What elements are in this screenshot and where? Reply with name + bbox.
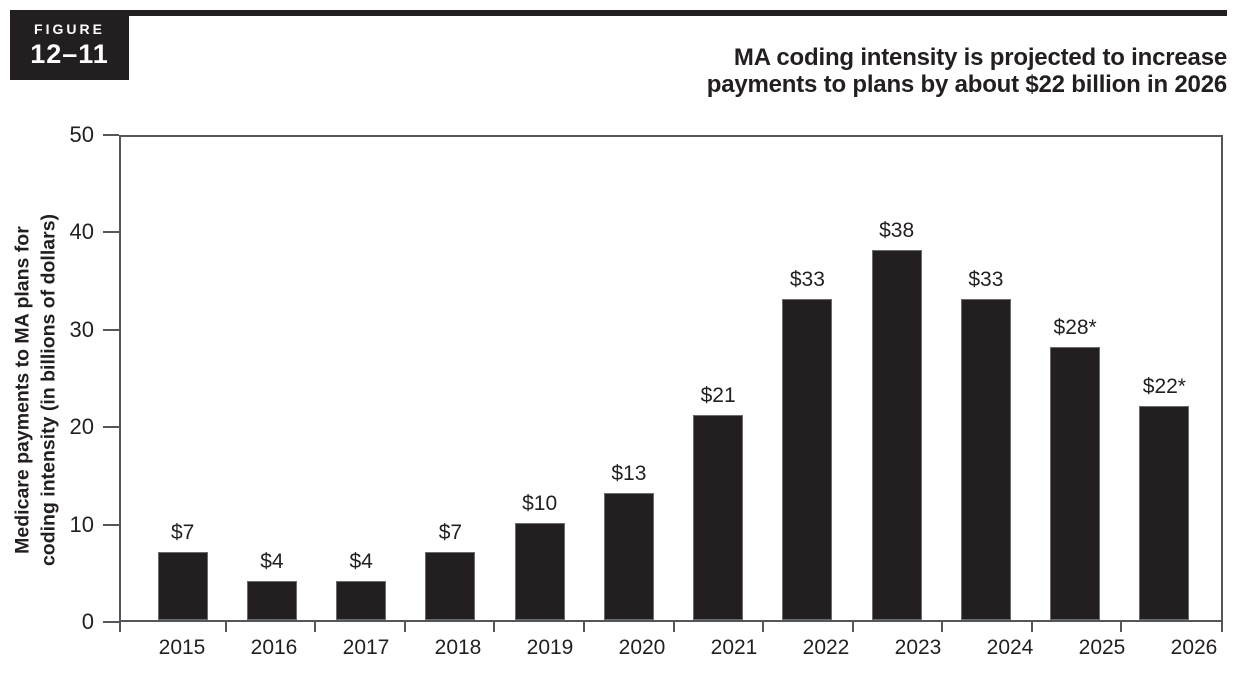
x-tick-mark xyxy=(403,620,406,632)
x-tick-mark xyxy=(1120,620,1123,632)
bar xyxy=(514,522,565,620)
bar xyxy=(425,551,476,620)
x-axis-label-2015: 2015 xyxy=(158,636,206,659)
bar-group-2016: $4 xyxy=(227,137,316,620)
bar-group-2021: $21 xyxy=(674,137,763,620)
y-tick-mark xyxy=(103,621,119,623)
bar xyxy=(336,581,387,620)
x-axis-labels: 2015 2016 2017 2018 2019 2020 2021 2022 2023 2024… xyxy=(119,636,1244,660)
y-tick-mark xyxy=(103,523,119,526)
bar xyxy=(871,249,922,620)
bar-value-label: $13 xyxy=(611,462,647,486)
bar-group-2025: $28* xyxy=(1031,137,1120,620)
x-axis-label-2016: 2016 xyxy=(250,636,298,659)
x-axis-label-2026: 2026 xyxy=(1170,636,1218,659)
x-axis-label-2023: 2023 xyxy=(894,636,942,659)
x-tick-mark xyxy=(672,620,675,632)
chart-title: MA coding intensity is projected to incr… xyxy=(707,44,1227,98)
bar-group-2022: $33 xyxy=(763,137,852,620)
y-tick-mark xyxy=(103,426,119,429)
bar-value-label: $7 xyxy=(438,520,463,544)
bar-value-label: $7 xyxy=(170,520,195,544)
x-tick-mark xyxy=(851,620,854,632)
y-tick-mark xyxy=(103,231,119,234)
x-axis-label-2021: 2021 xyxy=(710,636,758,659)
x-tick-mark xyxy=(119,620,121,632)
bar-group-2026: $22* xyxy=(1120,137,1209,620)
x-axis-label-2022: 2022 xyxy=(802,636,850,659)
bar-group-2017: $4 xyxy=(317,137,406,620)
x-axis-label-2024: 2024 xyxy=(986,636,1034,659)
x-tick-mark xyxy=(582,620,585,632)
y-tick-label: 40 xyxy=(69,219,94,245)
bar xyxy=(782,298,833,620)
chart-title-line-2: payments to plans by about $22 billion i… xyxy=(706,71,1227,98)
bar-group-2018: $7 xyxy=(406,137,495,620)
chart-title-line-1: MA coding intensity is projected to incr… xyxy=(733,44,1227,71)
x-axis-label-2017: 2017 xyxy=(342,636,390,659)
x-tick-mark xyxy=(224,620,227,632)
header-rule xyxy=(129,10,1227,16)
figure-badge-word: FIGURE xyxy=(34,20,105,37)
bar xyxy=(246,581,297,620)
bar-value-label: $4 xyxy=(349,550,373,574)
bar xyxy=(1050,347,1101,620)
bar-value-label: $33 xyxy=(968,267,1004,291)
y-tick-label: 30 xyxy=(69,316,94,342)
x-axis-label-2020: 2020 xyxy=(618,636,666,659)
bar-value-label: $28* xyxy=(1053,316,1097,340)
bar-value-label: $10 xyxy=(522,491,558,515)
x-axis-label-2018: 2018 xyxy=(434,636,482,659)
bar-value-label: $4 xyxy=(260,550,284,574)
y-tick-label: 10 xyxy=(69,511,94,537)
y-tick-label: 50 xyxy=(69,122,94,147)
bar-value-label: $38 xyxy=(879,218,915,242)
bar-value-label: $21 xyxy=(700,384,736,408)
bar xyxy=(157,551,208,620)
x-tick-mark xyxy=(1030,620,1033,632)
bar xyxy=(960,298,1011,620)
bar xyxy=(1139,405,1190,620)
x-axis-label-2025: 2025 xyxy=(1078,636,1126,659)
y-tick-mark xyxy=(103,328,119,331)
bar xyxy=(603,493,654,620)
bar-group-2019: $10 xyxy=(495,137,584,620)
bar-group-2024: $33 xyxy=(941,137,1030,620)
y-axis-title-line-1: Medicare payments to MA plans for xyxy=(11,226,34,554)
bar xyxy=(693,415,744,620)
x-tick-mark xyxy=(493,620,496,632)
y-tick-mark xyxy=(103,134,119,136)
bar-group-2023: $38 xyxy=(852,137,941,620)
x-tick-mark xyxy=(314,620,317,632)
y-tick-label: 20 xyxy=(69,414,94,440)
x-axis-label-2019: 2019 xyxy=(526,636,574,659)
plot-area: $7 $4 $4 $7 $10 $13 $21 $33 $38 $33 $28* $22* xyxy=(119,135,1223,622)
x-tick-mark xyxy=(941,620,944,632)
x-tick-mark xyxy=(762,620,765,632)
bar-series: $7 $4 $4 $7 $10 $13 $21 $33 $38 $33 $28* $22* xyxy=(121,137,1221,620)
y-tick-label: 0 xyxy=(81,609,94,634)
bar-group-2020: $13 xyxy=(584,137,673,620)
x-tick-mark xyxy=(1221,620,1223,632)
bar-group-2015: $7 xyxy=(138,137,227,620)
bar-value-label: $33 xyxy=(789,267,825,291)
bar-value-label: $22* xyxy=(1142,374,1186,398)
figure-badge: FIGURE 12–11 xyxy=(10,10,129,80)
figure-badge-number: 12–11 xyxy=(30,38,109,69)
